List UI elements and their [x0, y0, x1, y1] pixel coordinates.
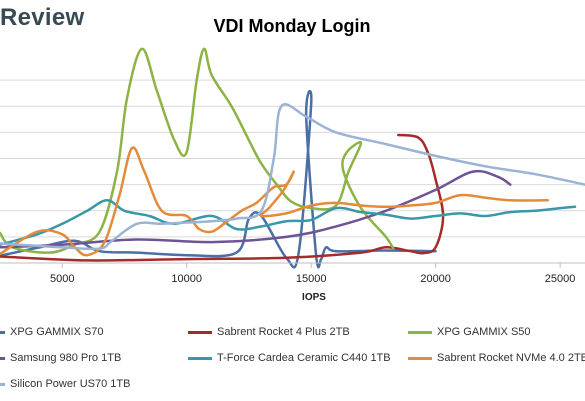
legend-swatch-1 [188, 330, 212, 334]
legend-swatch-6 [0, 382, 5, 386]
x-tick-label-10000: 10000 [171, 273, 202, 285]
legend-item-1: Sabrent Rocket 4 Plus 2TB [188, 322, 350, 342]
legend-swatch-4 [188, 356, 212, 360]
legend-swatch-3 [0, 356, 5, 360]
legend-label-4: T-Force Cardea Ceramic C440 1TB [217, 352, 391, 364]
legend-swatch-0 [0, 330, 5, 334]
series-line-6 [0, 103, 585, 251]
legend-item-5: Sabrent Rocket NVMe 4.0 2TB [408, 348, 585, 368]
legend: XPG GAMMIX S70 Sabrent Rocket 4 Plus 2TB X… [0, 318, 585, 401]
legend-label-2: XPG GAMMIX S50 [437, 326, 531, 338]
series-group [0, 47, 585, 269]
legend-item-3: Samsung 980 Pro 1TB [0, 348, 121, 368]
legend-item-2: XPG GAMMIX S50 [408, 322, 531, 342]
series-line-2 [0, 47, 395, 254]
series-line-0 [0, 89, 437, 269]
legend-label-0: XPG GAMMIX S70 [10, 326, 104, 338]
legend-label-5: Sabrent Rocket NVMe 4.0 2TB [437, 352, 585, 364]
series-line-1 [0, 133, 445, 262]
chart: VDI Monday Login 5000 10000 15000 20000 2500… [0, 16, 585, 303]
series-line-4 [0, 199, 577, 246]
x-axis: 5000 10000 15000 20000 25000 [0, 262, 585, 285]
series-line-5 [0, 146, 549, 257]
legend-item-4: T-Force Cardea Ceramic C440 1TB [188, 348, 391, 368]
x-tick-label-25000: 25000 [545, 273, 576, 285]
legend-item-6: Silicon Power US70 1TB [0, 374, 130, 394]
x-axis-title: IOPS [302, 292, 326, 303]
legend-label-6: Silicon Power US70 1TB [10, 378, 131, 390]
x-tick-label-5000: 5000 [50, 273, 74, 285]
legend-swatch-5 [408, 356, 432, 360]
legend-item-0: XPG GAMMIX S70 [0, 322, 104, 342]
series-line-3 [0, 169, 512, 249]
legend-label-1: Sabrent Rocket 4 Plus 2TB [217, 326, 350, 338]
legend-label-3: Samsung 980 Pro 1TB [10, 352, 122, 364]
x-tick-label-15000: 15000 [296, 273, 327, 285]
brand-logo: Review [0, 4, 85, 31]
x-tick-label-20000: 20000 [420, 273, 451, 285]
legend-swatch-2 [408, 330, 432, 334]
chart-title: VDI Monday Login [214, 16, 371, 36]
